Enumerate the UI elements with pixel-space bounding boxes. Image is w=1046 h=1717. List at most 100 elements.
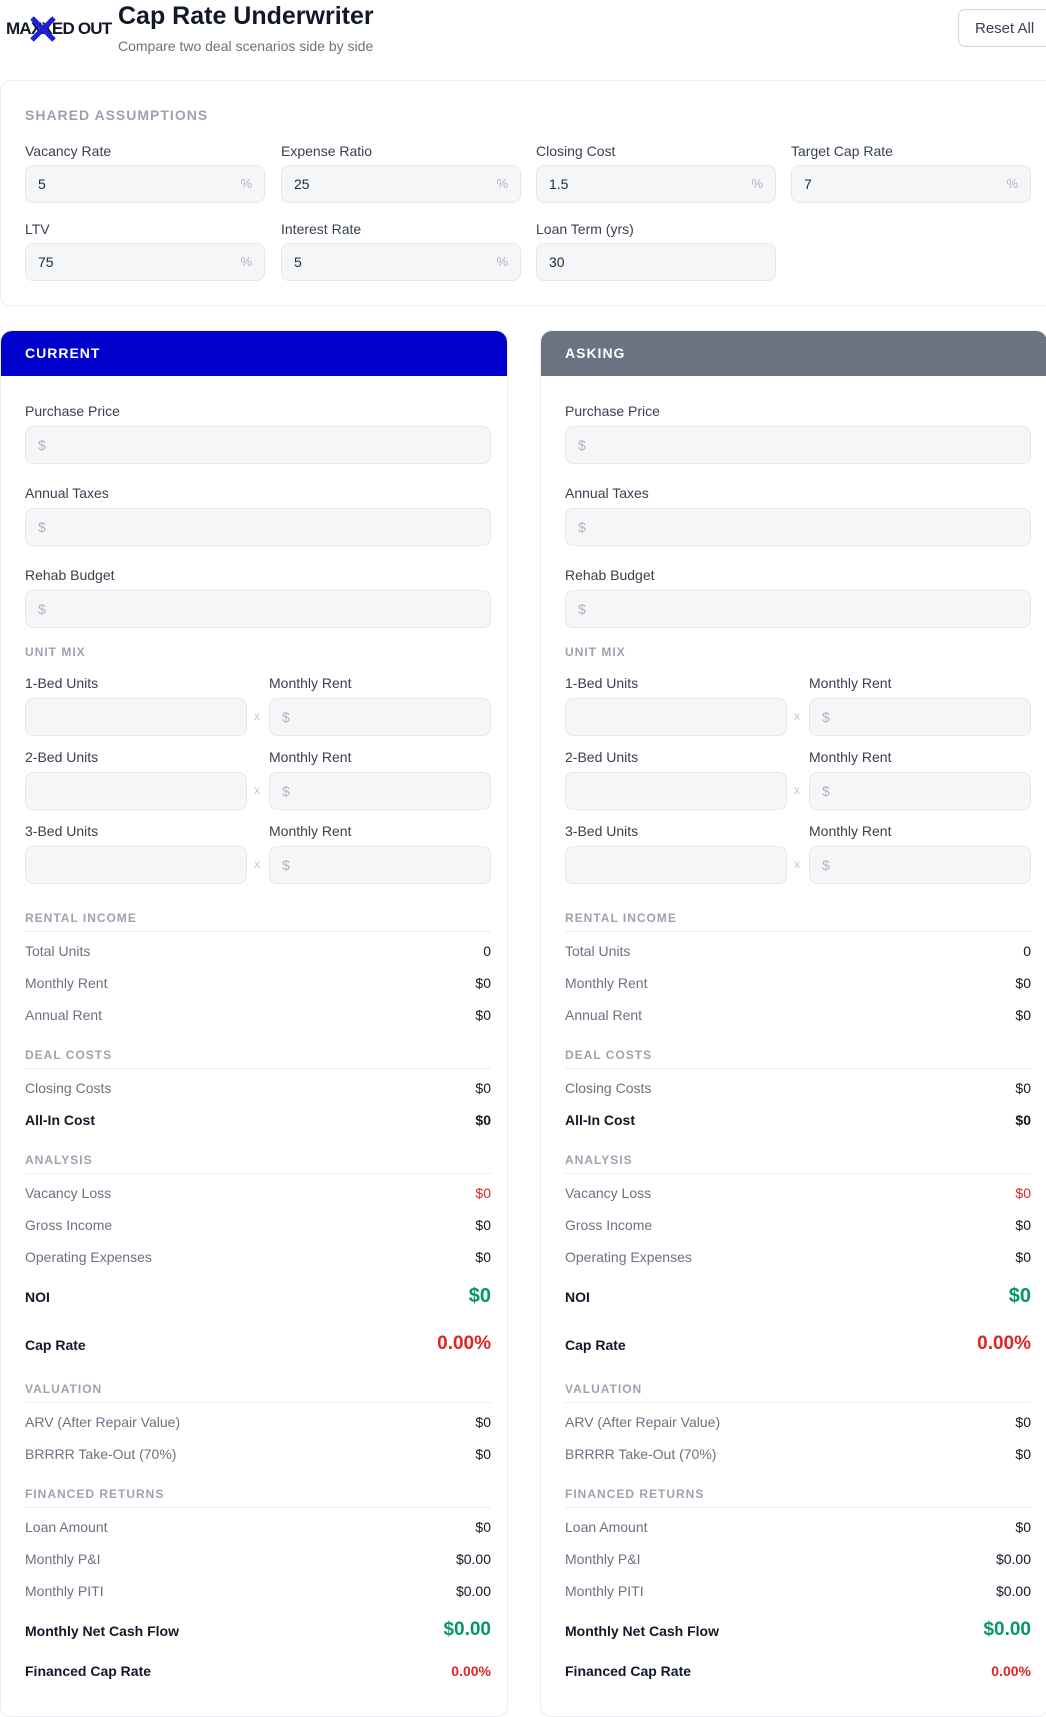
app-header: MAXXED OUT Cap Rate Underwriter Compare … (0, 0, 1046, 80)
divider (565, 931, 1031, 932)
net-cash-flow-row: Monthly Net Cash Flow $0.00 (565, 1619, 1031, 1647)
ltv-input[interactable]: 75 % (25, 243, 265, 281)
monthly-pi-label: Monthly P&I (565, 1551, 641, 1567)
interest-rate-label: Interest Rate (281, 221, 362, 237)
annual-taxes-input[interactable]: $ (565, 508, 1031, 546)
three-bed-units-label: 3-Bed Units (25, 823, 99, 839)
monthly-rent-value: $0 (475, 975, 491, 991)
multiply-sign: x (254, 709, 260, 723)
shared-assumptions-heading: SHARED ASSUMPTIONS (25, 107, 209, 123)
closing-costs-label: Closing Costs (565, 1080, 652, 1096)
purchase-price-label: Purchase Price (25, 403, 120, 419)
purchase-price-input[interactable]: $ (25, 426, 491, 464)
monthly-pi-label: Monthly P&I (25, 1551, 101, 1567)
one-bed-units-label: 1-Bed Units (25, 675, 99, 691)
closing-cost-input[interactable]: 1.5 % (536, 165, 776, 203)
two-bed-units-input[interactable] (565, 772, 787, 810)
one-bed-units-input[interactable] (565, 698, 787, 736)
closing-costs-value: $0 (475, 1080, 491, 1096)
vacancy-loss-value: $0 (475, 1185, 491, 1201)
divider (25, 1173, 491, 1174)
vacancy-rate-input[interactable]: 5 % (25, 165, 265, 203)
ltv-value: 75 (38, 254, 54, 270)
financed-cap-rate-row: Financed Cap Rate 0.00% (565, 1663, 1031, 1685)
one-bed-rent-input[interactable]: $ (269, 698, 491, 736)
arv-row: ARV (After Repair Value) $0 (25, 1414, 491, 1436)
rental-income-heading: RENTAL INCOME (25, 911, 137, 925)
monthly-rent-label: Monthly Rent (565, 975, 648, 991)
all-in-cost-label: All-In Cost (25, 1112, 95, 1128)
loan-term-input[interactable]: 30 (536, 243, 776, 281)
two-bed-rent-label: Monthly Rent (809, 749, 892, 765)
annual-taxes-label: Annual Taxes (25, 485, 109, 501)
two-bed-rent-input[interactable]: $ (269, 772, 491, 810)
divider (565, 1173, 1031, 1174)
loan-amount-row: Loan Amount $0 (25, 1519, 491, 1541)
two-bed-units-input[interactable] (25, 772, 247, 810)
financed-cap-rate-value: 0.00% (451, 1663, 491, 1679)
page-subtitle: Compare two deal scenarios side by side (118, 38, 374, 54)
vacancy-loss-value: $0 (1015, 1185, 1031, 1201)
financed-cap-rate-label: Financed Cap Rate (565, 1663, 692, 1679)
scenario-header: CURRENT (1, 331, 507, 376)
three-bed-rent-input[interactable]: $ (809, 846, 1031, 884)
expense-ratio-input[interactable]: 25 % (281, 165, 521, 203)
arv-label: ARV (After Repair Value) (25, 1414, 181, 1430)
financed-cap-rate-value: 0.00% (991, 1663, 1031, 1679)
reset-all-button[interactable]: Reset All (958, 9, 1046, 47)
rental-income-heading: RENTAL INCOME (565, 911, 677, 925)
target-cap-rate-input[interactable]: 7 % (791, 165, 1031, 203)
three-bed-units-label: 3-Bed Units (565, 823, 639, 839)
total-units-label: Total Units (25, 943, 91, 959)
cap-rate-row: Cap Rate 0.00% (565, 1333, 1031, 1361)
annual-taxes-input[interactable]: $ (25, 508, 491, 546)
rehab-budget-input[interactable]: $ (565, 590, 1031, 628)
all-in-cost-label: All-In Cost (565, 1112, 635, 1128)
monthly-pi-value: $0.00 (995, 1551, 1031, 1567)
closing-costs-value: $0 (1015, 1080, 1031, 1096)
vacancy-loss-label: Vacancy Loss (25, 1185, 112, 1201)
one-bed-rent-label: Monthly Rent (809, 675, 892, 691)
monthly-piti-value: $0.00 (455, 1583, 491, 1599)
deal-costs-heading: DEAL COSTS (25, 1048, 113, 1062)
divider (25, 1507, 491, 1508)
arv-label: ARV (After Repair Value) (565, 1414, 721, 1430)
monthly-pi-value: $0.00 (455, 1551, 491, 1567)
valuation-heading: VALUATION (25, 1382, 103, 1396)
total-units-row: Total Units 0 (25, 943, 491, 965)
three-bed-units-input[interactable] (25, 846, 247, 884)
analysis-heading: ANALYSIS (565, 1153, 633, 1167)
arv-value: $0 (1015, 1414, 1031, 1430)
one-bed-units-input[interactable] (25, 698, 247, 736)
operating-expenses-row: Operating Expenses $0 (565, 1249, 1031, 1271)
three-bed-rent-input[interactable]: $ (269, 846, 491, 884)
multiply-sign: x (254, 857, 260, 871)
purchase-price-input[interactable]: $ (565, 426, 1031, 464)
unit-mix-heading: UNIT MIX (25, 645, 86, 659)
dollar-prefix: $ (38, 519, 46, 535)
all-in-cost-row: All-In Cost $0 (565, 1112, 1031, 1134)
unit-mix-heading: UNIT MIX (565, 645, 626, 659)
loan-term-value: 30 (549, 254, 565, 270)
dollar-prefix: $ (822, 709, 830, 725)
total-units-value: 0 (1023, 943, 1031, 959)
logo-x-mark-icon (30, 16, 56, 42)
monthly-piti-value: $0.00 (995, 1583, 1031, 1599)
one-bed-rent-input[interactable]: $ (809, 698, 1031, 736)
scenario-body: Purchase Price $ Annual Taxes $ Rehab Bu… (541, 376, 1046, 1716)
percent-suffix: % (1006, 176, 1018, 191)
brrrr-label: BRRRR Take-Out (70%) (565, 1446, 717, 1462)
interest-rate-input[interactable]: 5 % (281, 243, 521, 281)
dollar-prefix: $ (282, 783, 290, 799)
dollar-prefix: $ (578, 519, 586, 535)
purchase-price-label: Purchase Price (565, 403, 660, 419)
two-bed-rent-input[interactable]: $ (809, 772, 1031, 810)
dollar-prefix: $ (282, 709, 290, 725)
monthly-piti-label: Monthly PITI (565, 1583, 644, 1599)
three-bed-units-input[interactable] (565, 846, 787, 884)
closing-cost-label: Closing Cost (536, 143, 616, 159)
rehab-budget-input[interactable]: $ (25, 590, 491, 628)
multiply-sign: x (794, 783, 800, 797)
total-units-row: Total Units 0 (565, 943, 1031, 965)
monthly-piti-label: Monthly PITI (25, 1583, 104, 1599)
